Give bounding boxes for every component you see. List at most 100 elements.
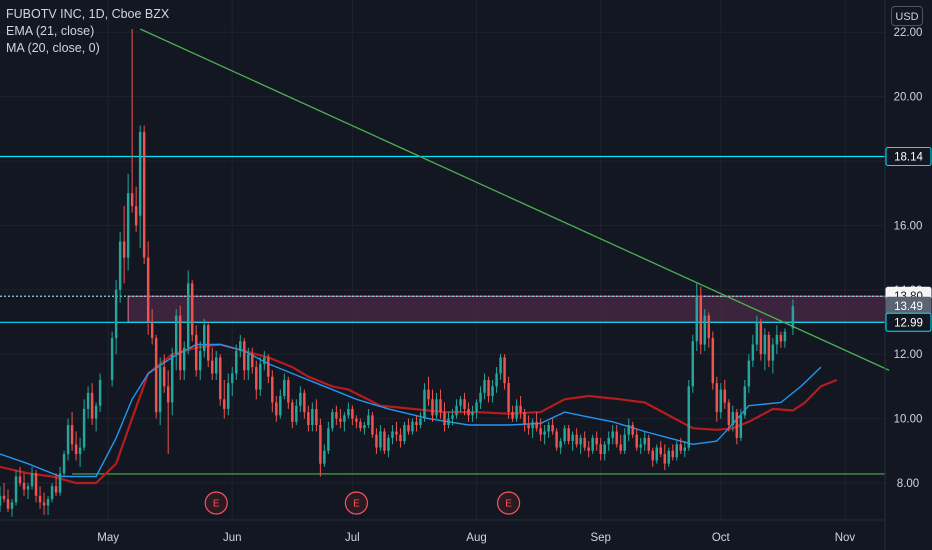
candle-body — [547, 425, 550, 432]
candle-body — [563, 428, 566, 442]
candle-body — [275, 402, 278, 416]
candle-body — [511, 412, 514, 419]
candle-body — [215, 357, 218, 374]
candle-body — [255, 367, 258, 390]
candle-body — [599, 444, 602, 454]
candle-body — [122, 241, 126, 258]
candle-body — [451, 415, 454, 419]
candle-body — [655, 447, 658, 461]
candle-body — [271, 376, 274, 403]
candle-body — [411, 421, 414, 432]
candle-body — [186, 283, 190, 348]
candle-body — [2, 495, 6, 500]
legend-ma[interactable]: MA (20, close, 0) — [6, 41, 100, 55]
candle-body — [231, 373, 234, 384]
price-badge-label: 18.14 — [894, 151, 923, 163]
candle-body — [675, 444, 679, 458]
candle-body — [78, 447, 82, 454]
candle-body — [399, 434, 402, 442]
candle-body — [503, 357, 506, 384]
y-tick-label: 16.00 — [894, 220, 923, 232]
candle-body — [263, 357, 266, 364]
x-tick-label: Jul — [345, 532, 360, 544]
candle-body — [423, 389, 426, 419]
candle-body — [623, 434, 626, 451]
candle-body — [134, 206, 138, 226]
candle-body — [419, 418, 422, 426]
candle-body — [299, 392, 302, 406]
candle-body — [731, 412, 735, 426]
candle-body — [38, 495, 42, 503]
candle-body — [635, 434, 638, 448]
candle-body — [0, 495, 2, 506]
candle-body — [407, 425, 410, 432]
x-tick-label: May — [97, 532, 119, 544]
candle-body — [759, 321, 763, 355]
candle-body — [715, 383, 719, 413]
candle-body — [375, 434, 378, 448]
candles — [0, 28, 795, 517]
candle-body — [667, 450, 670, 464]
candle-body — [58, 473, 62, 493]
y-tick-label: 20.00 — [894, 92, 923, 104]
chart-title: FUBOTV INC, 1D, Cboe BZX — [6, 7, 170, 21]
x-tick-label: Aug — [466, 532, 486, 544]
candle-body — [427, 389, 430, 400]
candle-body — [347, 408, 350, 416]
price-zone-layer — [127, 295, 886, 323]
candle-body — [615, 431, 618, 445]
candle-body — [403, 425, 406, 442]
candle-body — [559, 441, 562, 448]
candle-body — [166, 386, 170, 403]
currency-button[interactable]: USD — [891, 6, 923, 26]
candle-body — [50, 486, 54, 500]
candle-body — [735, 412, 739, 438]
candle-body — [198, 350, 202, 371]
candle-body — [591, 437, 594, 451]
candle-body — [287, 379, 290, 403]
candle-body — [150, 321, 154, 339]
candle-body — [383, 431, 386, 451]
candle-body — [130, 193, 134, 207]
candle-body — [74, 444, 78, 454]
candle-body — [367, 415, 370, 426]
candle-body — [235, 350, 238, 374]
candle-body — [607, 437, 610, 445]
candle-body — [703, 315, 707, 345]
candle-body — [555, 431, 558, 448]
candle-body — [587, 447, 590, 451]
candle-body — [499, 357, 502, 374]
candle-body — [331, 412, 334, 429]
price-badge — [885, 146, 932, 166]
candle-body — [190, 283, 194, 335]
candle-body — [66, 425, 70, 454]
candle-body — [202, 325, 206, 351]
candle-body — [391, 431, 394, 438]
candle-body — [719, 389, 723, 413]
y-tick-label: 8.00 — [897, 478, 919, 490]
x-tick-label: Sep — [590, 532, 610, 544]
x-tick-label: Oct — [712, 532, 731, 544]
y-tick-label: 22.00 — [894, 27, 923, 39]
candle-body — [170, 354, 174, 403]
candle-body — [671, 450, 675, 458]
y-tick-label: 10.00 — [894, 414, 923, 426]
candle-body — [323, 450, 326, 464]
candle-body — [154, 338, 158, 413]
candle-body — [507, 383, 510, 413]
candle-body — [711, 338, 715, 384]
candle-body — [751, 344, 755, 361]
candle-body — [571, 434, 574, 442]
candle-body — [439, 399, 442, 413]
candle-body — [779, 334, 783, 342]
candle-body — [631, 425, 634, 435]
candle-body — [659, 447, 662, 454]
candle-body — [174, 315, 178, 355]
candle-body — [82, 408, 86, 448]
legend-ema[interactable]: EMA (21, close) — [6, 24, 95, 38]
candle-body — [443, 412, 446, 426]
candle-body — [683, 447, 687, 451]
candle-body — [259, 363, 262, 390]
